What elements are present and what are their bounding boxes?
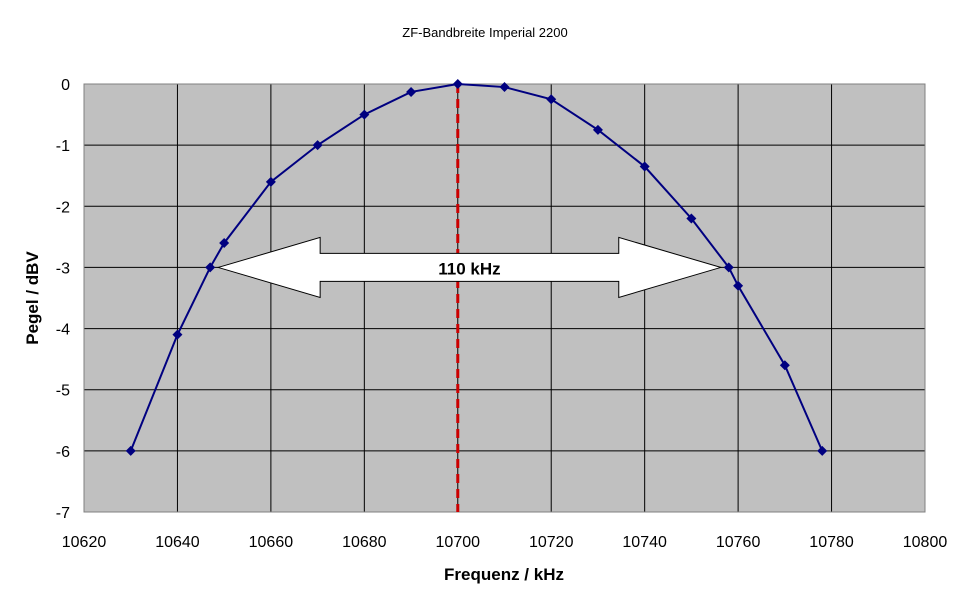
x-tick-label: 10800 <box>903 534 948 551</box>
y-tick-label: -1 <box>56 138 70 155</box>
data-point-marker <box>733 280 744 291</box>
x-tick-label: 10720 <box>529 534 574 551</box>
x-tick-label: 10760 <box>716 534 761 551</box>
data-point-marker <box>205 262 216 273</box>
y-tick-label: -6 <box>56 444 70 461</box>
plot-area <box>84 84 925 512</box>
x-tick-label: 10660 <box>249 534 294 551</box>
y-tick-label: -2 <box>56 199 70 216</box>
y-axis-title: Pegel / dBV <box>23 251 42 345</box>
y-tick-label: -3 <box>56 260 70 277</box>
x-tick-label: 10740 <box>622 534 667 551</box>
data-point-marker <box>172 329 183 340</box>
chart-title: ZF-Bandbreite Imperial 2200 <box>402 25 567 40</box>
data-point-marker <box>592 124 603 135</box>
data-point-marker <box>546 94 557 105</box>
data-point-marker <box>312 140 323 151</box>
bandwidth-double-arrow <box>216 236 723 299</box>
data-point-marker <box>125 445 136 456</box>
data-point-marker <box>686 213 697 224</box>
y-tick-label: -7 <box>56 505 70 522</box>
y-tick-label: 0 <box>61 77 70 94</box>
data-point-marker <box>406 86 417 97</box>
data-point-marker <box>817 445 828 456</box>
data-point-marker <box>265 176 276 187</box>
x-tick-label: 10640 <box>155 534 200 551</box>
data-point-marker <box>499 82 510 93</box>
x-axis-tick-labels: 10620 10640 10660 10680 10700 10720 10740 10760… <box>62 534 948 551</box>
series-markers <box>125 79 828 456</box>
y-tick-label: -5 <box>56 383 70 400</box>
data-point-marker <box>639 161 650 172</box>
data-point-marker <box>723 262 734 273</box>
bandwidth-label: 110 kHz <box>438 259 500 278</box>
data-point-marker <box>452 79 463 89</box>
x-tick-label: 10700 <box>436 534 481 551</box>
data-point-marker <box>219 237 230 248</box>
data-point-marker <box>359 109 370 120</box>
x-tick-label: 10680 <box>342 534 387 551</box>
x-tick-label: 10620 <box>62 534 107 551</box>
data-point-marker <box>779 360 790 371</box>
x-axis-title: Frequenz / kHz <box>444 565 564 584</box>
y-tick-label: -4 <box>56 322 70 339</box>
x-tick-label: 10780 <box>809 534 854 551</box>
y-axis-tick-labels: 0 -1 -2 -3 -4 -5 -6 -7 <box>56 77 70 522</box>
